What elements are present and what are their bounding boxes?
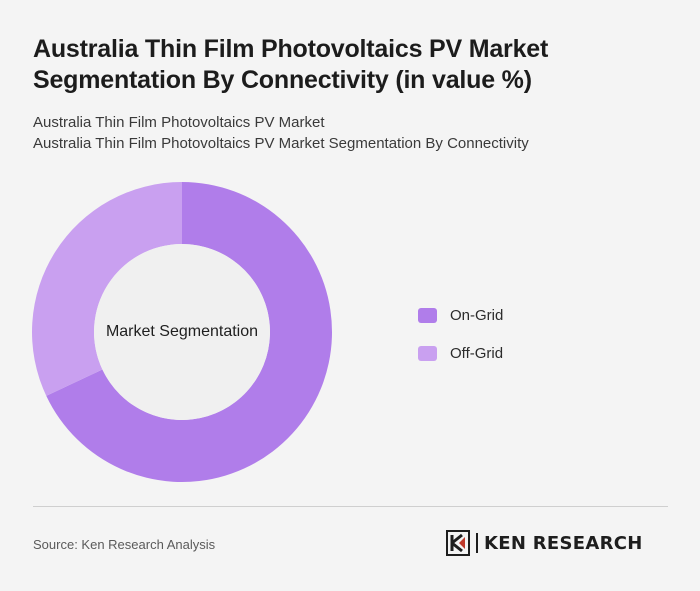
donut-slices <box>31 182 333 482</box>
legend-item-on-grid: On-Grid <box>418 305 503 325</box>
chart-subtitle-market: Australia Thin Film Photovoltaics PV Mar… <box>33 114 325 131</box>
logo-separator <box>476 533 478 553</box>
ken-research-logo: KEN RESEARCH <box>446 530 643 556</box>
ken-research-logo-icon <box>446 530 470 556</box>
chart-subtitle-segmentation: Australia Thin Film Photovoltaics PV Mar… <box>33 135 529 152</box>
legend-label-on-grid: On-Grid <box>450 306 504 324</box>
donut-chart: Market Segmentation <box>31 182 333 482</box>
donut-center <box>94 244 270 420</box>
ken-research-logo-text: KEN RESEARCH <box>484 532 643 554</box>
legend-label-off-grid: Off-Grid <box>450 344 504 362</box>
donut-center-label: Market Segmentation <box>106 323 258 340</box>
legend-swatch-on-grid <box>418 307 437 323</box>
donut-slice-on-grid <box>46 182 333 482</box>
legend-item-off-grid: Off-Grid <box>418 343 503 363</box>
footer-divider <box>33 506 668 507</box>
chart-title: Australia Thin Film Photovoltaics PV Mar… <box>33 35 549 94</box>
legend-swatch-off-grid <box>418 345 437 361</box>
source-note: Source: Ken Research Analysis <box>33 537 216 552</box>
donut-slice-off-grid <box>31 182 183 396</box>
